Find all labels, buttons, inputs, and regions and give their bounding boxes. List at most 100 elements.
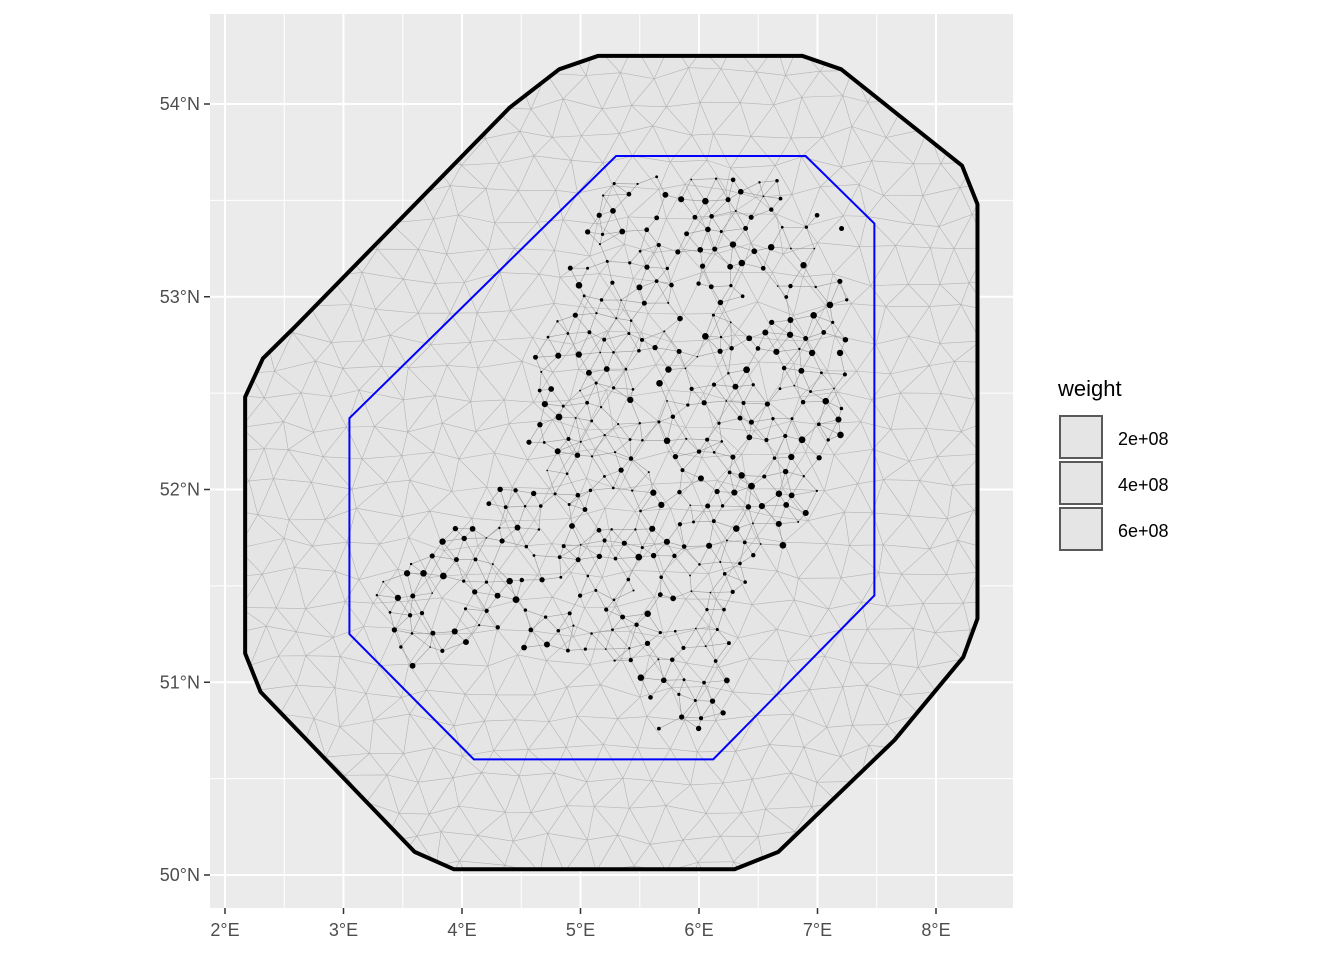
data-point (498, 526, 501, 530)
data-point (808, 349, 816, 357)
data-point (689, 504, 692, 507)
data-point (610, 280, 615, 285)
data-point (575, 351, 582, 358)
data-point (561, 544, 566, 549)
data-point (537, 388, 542, 393)
data-point (711, 519, 716, 524)
data-point (800, 399, 806, 405)
data-point (711, 313, 715, 317)
data-point (697, 475, 704, 482)
data-point (394, 594, 401, 601)
data-point (484, 608, 489, 614)
data-point (565, 472, 569, 476)
data-point (553, 492, 557, 496)
data-point (784, 295, 789, 299)
x-tick-label: 4°E (447, 920, 476, 940)
data-point (537, 421, 543, 428)
data-point (658, 630, 662, 635)
data-point (613, 556, 618, 561)
data-point (594, 588, 598, 592)
data-point (631, 388, 635, 391)
data-point (621, 540, 627, 546)
data-point (650, 489, 657, 496)
data-point (837, 278, 843, 284)
data-point (751, 248, 758, 255)
data-point (620, 614, 626, 620)
data-point (641, 438, 644, 442)
data-point (519, 577, 525, 583)
x-tick-label: 6°E (684, 920, 713, 940)
data-point (657, 420, 661, 424)
data-point (659, 575, 663, 579)
data-point (556, 628, 561, 633)
data-point (484, 580, 489, 584)
data-point (429, 646, 431, 648)
legend-key-2 (1059, 461, 1103, 505)
data-point (548, 386, 555, 392)
data-point (566, 332, 570, 335)
data-point (705, 437, 710, 442)
data-point (798, 367, 805, 374)
data-point (730, 177, 736, 183)
data-point (461, 535, 467, 542)
data-point (603, 433, 606, 437)
data-point (514, 524, 521, 531)
data-point (813, 247, 816, 250)
data-point (788, 283, 793, 289)
data-point (612, 351, 615, 354)
data-point (513, 488, 518, 493)
data-point (602, 337, 607, 342)
data-point (494, 592, 501, 599)
data-point (644, 640, 651, 647)
data-point (628, 261, 632, 265)
x-tick-label: 8°E (921, 920, 950, 940)
data-point (692, 214, 698, 220)
data-point (615, 317, 618, 320)
data-point (648, 695, 653, 700)
data-point (709, 214, 714, 219)
data-point (598, 243, 602, 246)
data-point (634, 528, 637, 531)
data-point (804, 225, 809, 229)
data-point (657, 658, 660, 661)
data-point (586, 266, 590, 270)
data-point (611, 486, 615, 490)
data-point (762, 474, 767, 479)
data-point (715, 627, 719, 632)
data-point (637, 674, 645, 681)
data-point (676, 348, 682, 354)
data-point (762, 195, 765, 198)
data-point (656, 242, 661, 248)
data-point (746, 434, 753, 441)
data-point (618, 467, 624, 473)
data-point (839, 226, 845, 232)
data-point (769, 207, 774, 212)
data-point (523, 504, 527, 508)
data-point (647, 471, 650, 474)
data-point (640, 545, 644, 550)
data-point (759, 543, 762, 545)
data-point (429, 553, 435, 559)
data-point (810, 312, 817, 319)
data-point (781, 365, 787, 371)
data-point (666, 399, 668, 402)
data-point (751, 553, 756, 558)
data-point (627, 331, 631, 335)
data-point (478, 623, 481, 627)
data-point (533, 354, 538, 360)
data-point (594, 381, 598, 385)
data-point (557, 555, 562, 560)
data-point (731, 489, 738, 496)
data-point (814, 285, 817, 289)
x-tick-label: 3°E (329, 920, 358, 940)
data-point (672, 453, 679, 460)
data-point (655, 175, 659, 179)
data-point (679, 714, 685, 720)
data-point (451, 628, 458, 635)
data-point (689, 386, 694, 391)
data-point (634, 622, 639, 627)
data-point (677, 315, 683, 322)
data-point (407, 613, 413, 618)
data-point (654, 279, 659, 284)
data-point (816, 422, 821, 427)
